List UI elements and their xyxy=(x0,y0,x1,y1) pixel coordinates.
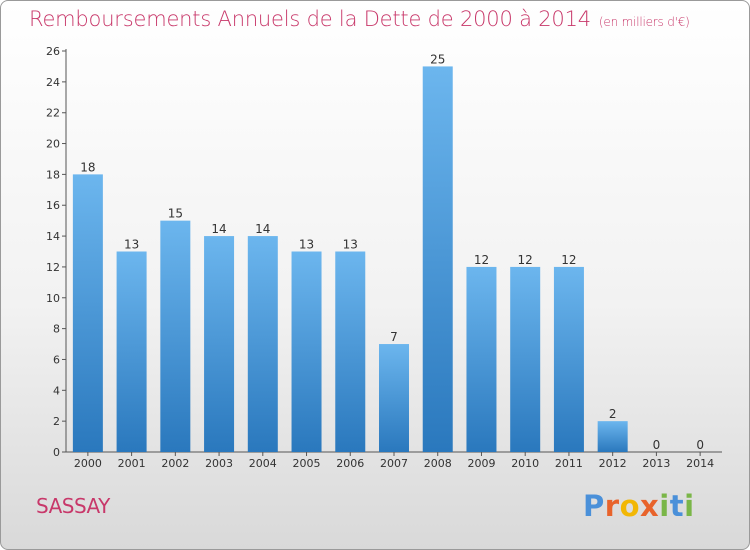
data-label: 15 xyxy=(168,207,183,221)
logo-letter: i xyxy=(659,489,670,523)
chart-bars xyxy=(72,66,628,452)
y-tick-label: 8 xyxy=(53,323,60,336)
data-label: 2 xyxy=(609,407,617,421)
x-tick-label: 2002 xyxy=(161,457,189,470)
data-label: 13 xyxy=(299,238,314,252)
data-label: 13 xyxy=(124,238,139,252)
y-tick-label: 20 xyxy=(46,138,60,151)
bar xyxy=(160,220,191,452)
x-tick-label: 2013 xyxy=(642,457,670,470)
data-label: 25 xyxy=(430,52,445,66)
data-label: 14 xyxy=(211,222,226,236)
bar xyxy=(335,251,366,452)
proxiti-logo: Proxiti xyxy=(583,489,695,523)
data-label: 18 xyxy=(80,160,95,174)
x-tick-label: 2009 xyxy=(467,457,495,470)
bar xyxy=(510,266,541,452)
y-tick-label: 22 xyxy=(46,107,60,120)
x-tick-label: 2014 xyxy=(686,457,714,470)
x-tick-label: 2004 xyxy=(249,457,277,470)
bar xyxy=(422,66,453,452)
bar xyxy=(247,236,278,452)
bar xyxy=(204,236,235,452)
x-tick-label: 2008 xyxy=(424,457,452,470)
y-tick-label: 6 xyxy=(53,353,60,366)
logo-letter: t xyxy=(669,489,685,523)
commune-name: SASSAY xyxy=(36,494,110,518)
chart-labels: 18 13 15 14 14 13 13 7 25 12 12 12 2 0 0 xyxy=(80,52,704,452)
y-tick-label: 24 xyxy=(46,76,60,89)
x-tick-label: 2007 xyxy=(380,457,408,470)
logo-letter: o xyxy=(619,489,641,523)
x-tick-label: 2005 xyxy=(293,457,321,470)
chart-title: Remboursements Annuels de la Dette de 20… xyxy=(29,7,690,31)
bar xyxy=(466,266,497,452)
y-tick-label: 18 xyxy=(46,168,60,181)
data-label: 12 xyxy=(561,253,576,267)
y-tick-label: 10 xyxy=(46,292,60,305)
y-tick-label: 0 xyxy=(53,446,60,459)
data-label: 13 xyxy=(343,238,358,252)
bar xyxy=(72,174,103,452)
logo-letter: x xyxy=(640,489,660,523)
logo-letter: r xyxy=(604,489,620,523)
y-tick-label: 12 xyxy=(46,261,60,274)
bar xyxy=(597,421,628,452)
logo-letter: P xyxy=(583,489,605,523)
x-tick-label: 2010 xyxy=(511,457,539,470)
y-tick-label: 26 xyxy=(46,45,60,58)
x-tick-label: 2006 xyxy=(336,457,364,470)
chart-subtitle: (en milliers d'€) xyxy=(598,15,690,29)
bar xyxy=(379,344,409,452)
y-tick-label: 4 xyxy=(53,384,60,397)
x-tick-label: 2001 xyxy=(118,457,146,470)
data-label: 0 xyxy=(653,438,661,452)
bar xyxy=(291,251,322,452)
data-label: 12 xyxy=(518,253,533,267)
bar xyxy=(553,266,584,452)
data-label: 12 xyxy=(474,253,489,267)
data-label: 14 xyxy=(255,222,270,236)
data-label: 0 xyxy=(696,438,704,452)
y-tick-label: 2 xyxy=(53,415,60,428)
y-tick-label: 16 xyxy=(46,199,60,212)
data-label: 7 xyxy=(390,330,398,344)
logo-letter: i xyxy=(684,489,695,523)
x-tick-label: 2003 xyxy=(205,457,233,470)
x-tick-label: 2011 xyxy=(555,457,583,470)
y-tick-label: 14 xyxy=(46,230,60,243)
x-tick-label: 2012 xyxy=(599,457,627,470)
x-tick-label: 2000 xyxy=(74,457,102,470)
bar xyxy=(116,251,147,452)
chart-title-text: Remboursements Annuels de la Dette de 20… xyxy=(29,7,591,31)
